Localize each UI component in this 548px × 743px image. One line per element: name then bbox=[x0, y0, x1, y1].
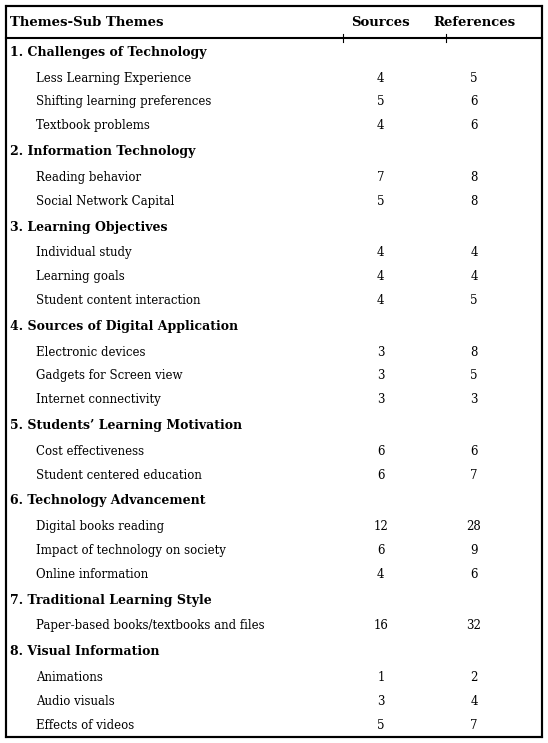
Text: 5. Students’ Learning Motivation: 5. Students’ Learning Motivation bbox=[10, 419, 242, 432]
Text: References: References bbox=[433, 16, 515, 29]
Text: 5: 5 bbox=[470, 293, 478, 307]
Text: 7. Traditional Learning Style: 7. Traditional Learning Style bbox=[10, 594, 212, 606]
Text: Student centered education: Student centered education bbox=[36, 469, 202, 481]
Text: Impact of technology on society: Impact of technology on society bbox=[36, 544, 225, 557]
Text: 5: 5 bbox=[470, 72, 478, 85]
Text: 5: 5 bbox=[470, 369, 478, 383]
Text: 4: 4 bbox=[377, 72, 385, 85]
Text: 6: 6 bbox=[470, 119, 478, 132]
Text: 6: 6 bbox=[470, 95, 478, 108]
Text: 6: 6 bbox=[377, 445, 385, 458]
Text: Animations: Animations bbox=[36, 671, 102, 684]
Text: Reading behavior: Reading behavior bbox=[36, 171, 141, 184]
Text: 32: 32 bbox=[466, 620, 482, 632]
Text: 5: 5 bbox=[377, 195, 385, 207]
Text: 4: 4 bbox=[377, 119, 385, 132]
Text: 7: 7 bbox=[470, 718, 478, 732]
Text: 1: 1 bbox=[377, 671, 385, 684]
Text: 6: 6 bbox=[470, 568, 478, 581]
Text: 2: 2 bbox=[470, 671, 478, 684]
Text: 4. Sources of Digital Application: 4. Sources of Digital Application bbox=[10, 319, 238, 333]
Text: Internet connectivity: Internet connectivity bbox=[36, 393, 161, 406]
Text: 4: 4 bbox=[470, 695, 478, 708]
Text: 7: 7 bbox=[377, 171, 385, 184]
Text: 4: 4 bbox=[377, 270, 385, 283]
Text: Online information: Online information bbox=[36, 568, 148, 581]
Text: 7: 7 bbox=[470, 469, 478, 481]
Text: Digital books reading: Digital books reading bbox=[36, 520, 164, 533]
Text: Gadgets for Screen view: Gadgets for Screen view bbox=[36, 369, 182, 383]
Text: Shifting learning preferences: Shifting learning preferences bbox=[36, 95, 211, 108]
Text: Sources: Sources bbox=[352, 16, 410, 29]
Text: Textbook problems: Textbook problems bbox=[36, 119, 150, 132]
Text: 3: 3 bbox=[470, 393, 478, 406]
Text: Cost effectiveness: Cost effectiveness bbox=[36, 445, 144, 458]
Text: 1. Challenges of Technology: 1. Challenges of Technology bbox=[10, 46, 207, 59]
Text: 2. Information Technology: 2. Information Technology bbox=[10, 145, 195, 158]
Text: 8: 8 bbox=[470, 345, 478, 359]
Text: 8: 8 bbox=[470, 195, 478, 207]
Text: Social Network Capital: Social Network Capital bbox=[36, 195, 174, 207]
Text: Student content interaction: Student content interaction bbox=[36, 293, 200, 307]
Text: 9: 9 bbox=[470, 544, 478, 557]
Text: 4: 4 bbox=[470, 247, 478, 259]
Text: Themes-Sub Themes: Themes-Sub Themes bbox=[10, 16, 163, 29]
Text: Learning goals: Learning goals bbox=[36, 270, 124, 283]
Text: 12: 12 bbox=[374, 520, 388, 533]
Text: 6: 6 bbox=[377, 469, 385, 481]
Text: 4: 4 bbox=[470, 270, 478, 283]
Text: 3: 3 bbox=[377, 393, 385, 406]
Text: 3: 3 bbox=[377, 369, 385, 383]
Text: 8: 8 bbox=[470, 171, 478, 184]
Text: Individual study: Individual study bbox=[36, 247, 131, 259]
Text: 4: 4 bbox=[377, 568, 385, 581]
Text: 4: 4 bbox=[377, 247, 385, 259]
Text: 4: 4 bbox=[377, 293, 385, 307]
Text: 3: 3 bbox=[377, 695, 385, 708]
Text: 28: 28 bbox=[467, 520, 481, 533]
Text: 3: 3 bbox=[377, 345, 385, 359]
Text: 5: 5 bbox=[377, 718, 385, 732]
Text: 6: 6 bbox=[377, 544, 385, 557]
Text: Electronic devices: Electronic devices bbox=[36, 345, 145, 359]
Text: Paper-based books/textbooks and files: Paper-based books/textbooks and files bbox=[36, 620, 264, 632]
Text: 3. Learning Objectives: 3. Learning Objectives bbox=[10, 221, 167, 233]
Text: 6. Technology Advancement: 6. Technology Advancement bbox=[10, 494, 206, 507]
Text: 5: 5 bbox=[377, 95, 385, 108]
Text: Effects of videos: Effects of videos bbox=[36, 718, 134, 732]
Text: Audio visuals: Audio visuals bbox=[36, 695, 115, 708]
Text: 8. Visual Information: 8. Visual Information bbox=[10, 646, 159, 658]
Text: 16: 16 bbox=[373, 620, 389, 632]
Text: Less Learning Experience: Less Learning Experience bbox=[36, 72, 191, 85]
Text: 6: 6 bbox=[470, 445, 478, 458]
